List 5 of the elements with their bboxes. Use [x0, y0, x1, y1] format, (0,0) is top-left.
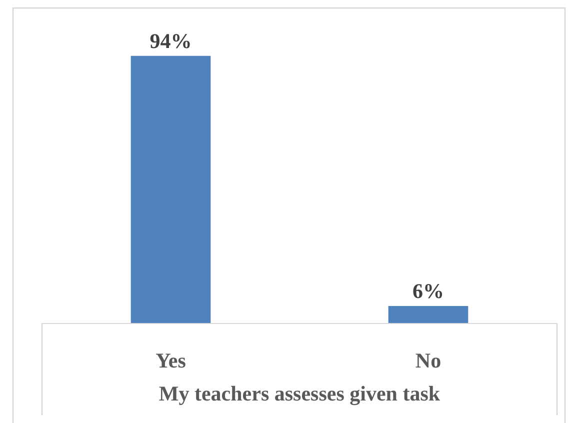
x-axis-title: My teachers assesses given task — [158, 382, 440, 406]
x-tick-label: Yes — [156, 348, 186, 372]
data-label: 6% — [412, 278, 444, 303]
x-tick-label: No — [415, 348, 442, 372]
data-label: 94% — [150, 28, 192, 53]
